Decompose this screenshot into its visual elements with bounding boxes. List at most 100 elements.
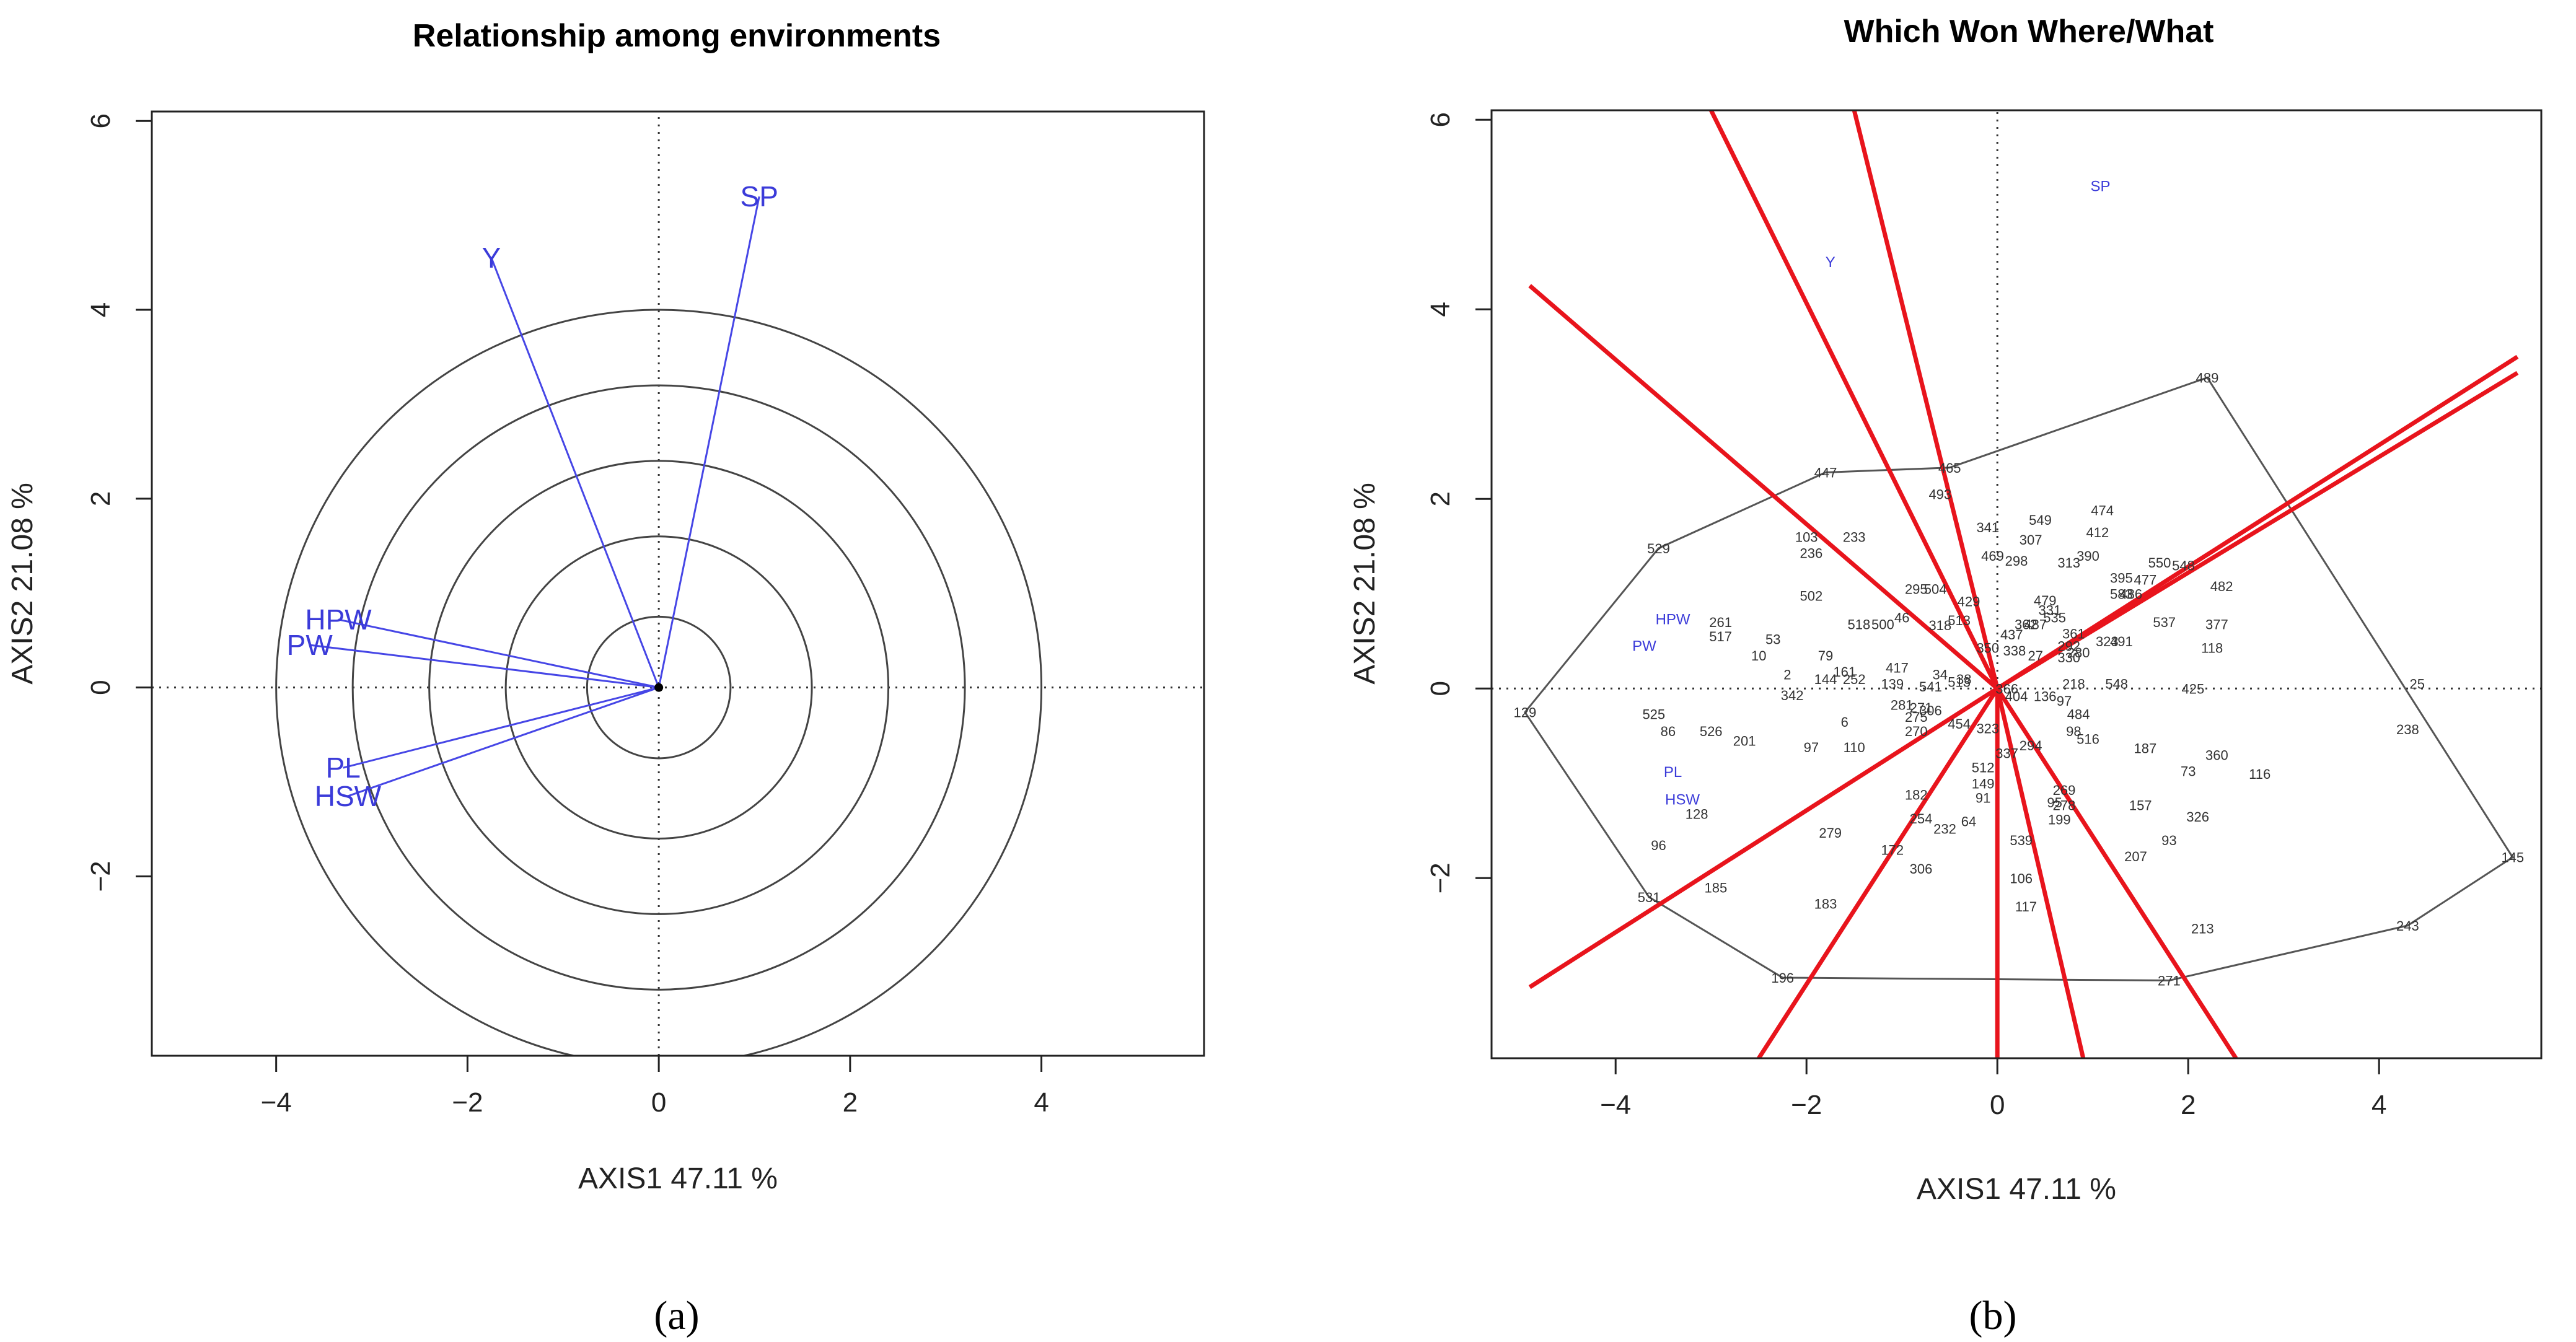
genotype-label: 46 — [1894, 610, 1909, 626]
genotype-label: 362 — [2015, 616, 2038, 632]
genotype-label: 535 — [2043, 610, 2066, 626]
genotype-label: 350 — [1976, 641, 1999, 656]
genotype-label: 64 — [1961, 814, 1976, 830]
genotype-label: 342 — [1781, 688, 1804, 703]
panel-a-relationship-plot: Relationship among environments SP Y HPWPW… — [6, 18, 1205, 1338]
genotype-label: 550 — [2148, 555, 2171, 571]
genotype-label: 486 — [2119, 586, 2142, 602]
genotype-label: 103 — [1795, 530, 1818, 545]
genotype-label: 117 — [2015, 899, 2037, 914]
genotype-label: 306 — [1919, 703, 1942, 718]
genotype-label: 236 — [1800, 546, 1823, 561]
panel-b-frame — [1490, 109, 2543, 1059]
x-tick-label: 2 — [2181, 1090, 2196, 1120]
genotype-label: 294 — [2020, 738, 2042, 753]
panel-a-frame — [151, 110, 1205, 1057]
genotype-label: 275 — [1905, 709, 1928, 725]
x-tick-label: −4 — [1600, 1090, 1631, 1120]
genotype-label: 207 — [2124, 849, 2147, 864]
panel-b-y-axis-label: AXIS2 21.08 % — [1348, 483, 1381, 685]
panel-a-y-axis-label: AXIS2 21.08 % — [6, 483, 39, 685]
genotype-label: 454 — [1948, 716, 1971, 732]
y-tick-label: −2 — [86, 861, 116, 892]
genotype-label: 79 — [1818, 648, 1833, 664]
environment-vector-pw — [309, 644, 659, 689]
environment-label-pw: PW — [1632, 638, 1656, 654]
genotype-label: 307 — [2020, 532, 2042, 548]
genotype-label: 213 — [2191, 921, 2214, 936]
genotype-label: 395 — [2110, 570, 2133, 585]
genotype-label: 513 — [1948, 613, 1971, 628]
sector-ray — [1852, 110, 2000, 690]
genotype-label: 529 — [1647, 541, 1670, 556]
concentric-circle — [351, 384, 966, 991]
genotype-label: 38 — [1956, 672, 1971, 687]
genotype-label: 199 — [2048, 812, 2071, 827]
genotype-label: 465 — [1938, 460, 1961, 476]
genotype-label: 254 — [1910, 811, 1933, 827]
environment-vector-pl — [343, 686, 659, 769]
genotype-label: 412 — [2086, 525, 2109, 540]
x-tick-label: 0 — [651, 1087, 666, 1118]
genotype-label: 502 — [1800, 588, 1823, 603]
genotype-label: 484 — [2067, 707, 2090, 722]
genotype-label: 243 — [2396, 918, 2419, 934]
environment-vector-hpw — [338, 618, 659, 689]
genotype-label: 326 — [2186, 809, 2209, 825]
concentric-circle — [504, 535, 813, 840]
concentric-circle — [428, 460, 890, 915]
genotype-label: 218 — [2062, 677, 2085, 692]
genotype-label: 537 — [2153, 615, 2176, 630]
sector-ray — [1996, 354, 2519, 691]
genotype-label: 10 — [1751, 648, 1766, 664]
genotype-label: 518 — [1848, 616, 1871, 632]
genotype-label: 517 — [1709, 629, 1732, 644]
genotype-label: 447 — [1814, 465, 1837, 480]
genotype-label: 106 — [2010, 871, 2033, 886]
origin-point — [654, 683, 664, 692]
genotype-label: 128 — [1686, 806, 1708, 822]
genotype-label: 2 — [1783, 667, 1791, 682]
genotype-label: 278 — [2053, 797, 2076, 813]
genotype-label: 323 — [1976, 721, 1999, 737]
genotype-label: 157 — [2129, 797, 2152, 813]
genotype-label: 504 — [1924, 582, 1947, 597]
x-tick-label: −2 — [452, 1087, 483, 1118]
environment-vector-sp — [657, 196, 760, 688]
genotype-label: 182 — [1905, 787, 1928, 803]
genotype-label: 97 — [2057, 693, 2072, 709]
genotype-label: 280 — [2067, 645, 2090, 660]
y-tick-label: 2 — [1425, 491, 1456, 506]
sector-ray — [1996, 371, 2519, 691]
genotype-label: 330 — [2057, 650, 2080, 665]
genotype-label: 337 — [1995, 745, 2018, 761]
genotype-label: 531 — [1638, 890, 1661, 905]
genotype-label: 279 — [1819, 825, 1842, 841]
genotype-label: 201 — [1733, 733, 1756, 748]
genotype-label: 548 — [2172, 558, 2195, 573]
genotype-label: 136 — [2034, 689, 2057, 704]
genotype-label: 338 — [2003, 643, 2026, 659]
genotype-label: 139 — [1881, 677, 1904, 692]
genotype-label: 341 — [1976, 520, 1999, 535]
x-tick-label: −2 — [1791, 1090, 1822, 1120]
genotype-label: 53 — [1765, 632, 1780, 647]
genotype-label: 404 — [2005, 689, 2028, 704]
genotype-label: 429 — [1958, 594, 1980, 610]
environment-label-y: Y — [482, 242, 501, 274]
genotype-label: 271 — [1910, 700, 1933, 716]
genotype-label: 261 — [1709, 615, 1732, 630]
genotype-label: 361 — [2062, 626, 2085, 642]
genotype-label: 313 — [2057, 555, 2080, 571]
genotype-label: 183 — [1814, 897, 1837, 912]
panel-b-title: Which Won Where/What — [1844, 14, 2214, 50]
genotype-label: 97 — [1804, 740, 1819, 755]
genotype-label: 539 — [2010, 833, 2033, 848]
y-tick-label: 6 — [1425, 112, 1456, 127]
genotype-label: 541 — [1919, 679, 1942, 695]
genotype-label: 149 — [1972, 776, 1995, 791]
environment-label-sp: SP — [2091, 178, 2111, 195]
genotype-label: 526 — [1700, 724, 1723, 739]
genotype-label: 116 — [2249, 766, 2270, 782]
